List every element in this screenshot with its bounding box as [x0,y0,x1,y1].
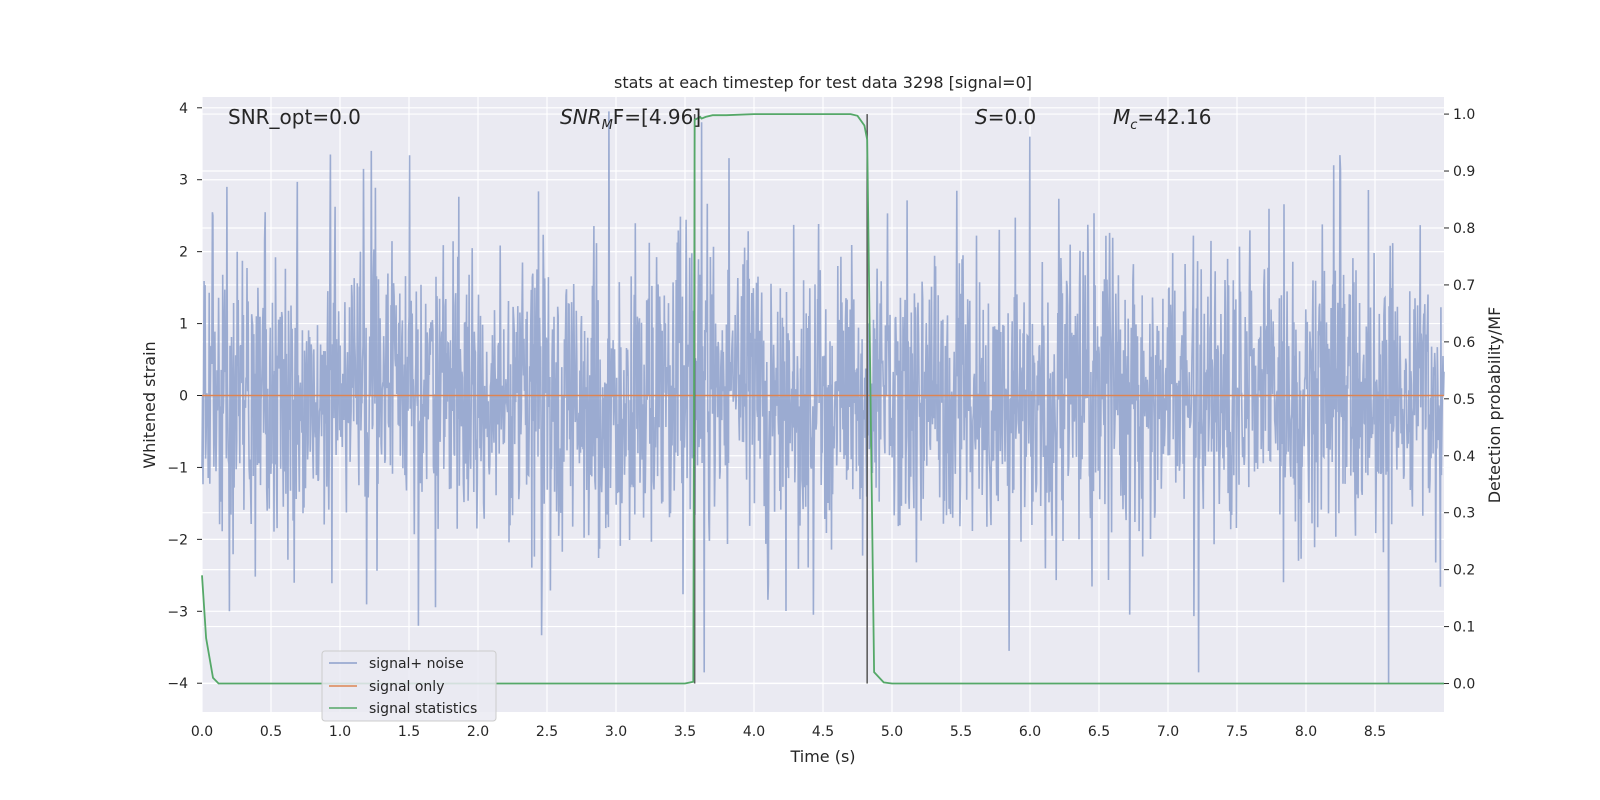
legend: signal+ noise signal only signal statist… [321,650,497,722]
y-left-tick-label: 4 [179,101,188,117]
x-tick-label: 8.5 [1364,724,1386,740]
x-tick-label: 3.0 [605,724,627,740]
annotation-mc-main: M [1113,105,1130,129]
series-signal-noise [201,111,1445,684]
annotation-s-rest: =0.0 [988,105,1037,129]
annotation-snr-opt: SNR_opt=0.0 [228,105,361,129]
chart-title: stats at each timestep for test data 329… [614,73,1032,92]
x-tick-label: 1.5 [398,724,420,740]
y-right-tick-label: 0.8 [1453,221,1475,237]
x-axis-label: Time (s) [789,747,855,766]
y-right-tick-label: 0.1 [1453,620,1475,636]
x-tick-label: 7.5 [1226,724,1248,740]
y-axis-left-ticks: −4 −3 −2 −1 0 1 2 3 4 [167,101,202,692]
annotation-snr-mf: SNRMF=[4.96] [560,105,701,133]
x-tick-label: 7.0 [1157,724,1179,740]
y-left-tick-label: 2 [179,245,188,261]
y-left-tick-label: −1 [167,460,188,476]
legend-label-signal-noise: signal+ noise [369,656,464,672]
y-right-tick-label: 1.0 [1453,107,1475,123]
annotation-snr-mf-rest: F=[4.96] [613,105,701,129]
x-tick-label: 6.0 [1019,724,1041,740]
y-right-tick-label: 0.2 [1453,563,1475,579]
series-signal-statistics [201,113,1444,685]
y-right-tick-label: 0.0 [1453,677,1475,693]
legend-label-signal-statistics: signal statistics [369,701,477,717]
annotation-s: S=0.0 [975,105,1036,129]
x-tick-label: 0.0 [191,724,213,740]
y-right-tick-label: 0.9 [1453,164,1475,180]
y-right-tick-label: 0.7 [1453,278,1475,294]
annotation-snr-mf-main: SNR [560,105,602,129]
y-axis-right-label: Detection probability/MF [1485,307,1504,504]
y-left-tick-label: −3 [167,604,188,620]
annotation-mc: Mc=42.16 [1113,105,1211,133]
series-line-signal-statistics [201,113,1444,685]
legend-label-signal-only: signal only [369,679,444,695]
y-right-tick-label: 0.4 [1453,449,1475,465]
x-tick-label: 1.0 [329,724,351,740]
legend-box [321,650,497,722]
x-axis-ticks: 0.0 0.5 1.0 1.5 2.0 2.5 3.0 3.5 4.0 4.5 5.0 5.5 6.0 6… [191,724,1386,740]
series-line-signal-noise [201,111,1445,684]
annotation-mc-rest: =42.16 [1137,105,1211,129]
x-tick-label: 5.0 [881,724,903,740]
annotation-mc-sub: c [1130,118,1137,133]
y-left-tick-label: 3 [179,173,188,189]
y-right-tick-label: 0.6 [1453,335,1475,351]
annotation-s-main: S [975,105,988,129]
y-axis-left-label: Whitened strain [140,341,159,468]
y-left-tick-label: −4 [167,676,188,692]
y-left-tick-label: 0 [179,389,188,405]
x-tick-label: 2.5 [536,724,558,740]
y-right-tick-label: 0.5 [1453,392,1475,408]
x-tick-label: 3.5 [674,724,696,740]
x-tick-label: 4.0 [743,724,765,740]
x-tick-label: 8.0 [1295,724,1317,740]
x-tick-label: 0.5 [260,724,282,740]
y-right-tick-label: 0.3 [1453,506,1475,522]
y-left-tick-label: −2 [167,532,188,548]
y-left-tick-label: 1 [179,317,188,333]
x-tick-label: 5.5 [950,724,972,740]
x-tick-label: 4.5 [812,724,834,740]
annotation-snr-mf-sub: M [602,118,613,133]
x-tick-label: 2.0 [467,724,489,740]
x-tick-label: 6.5 [1088,724,1110,740]
y-axis-right-ticks: 0.0 0.1 0.2 0.3 0.4 0.5 0.6 0.7 0.8 0.9 1.0 [1444,107,1475,693]
